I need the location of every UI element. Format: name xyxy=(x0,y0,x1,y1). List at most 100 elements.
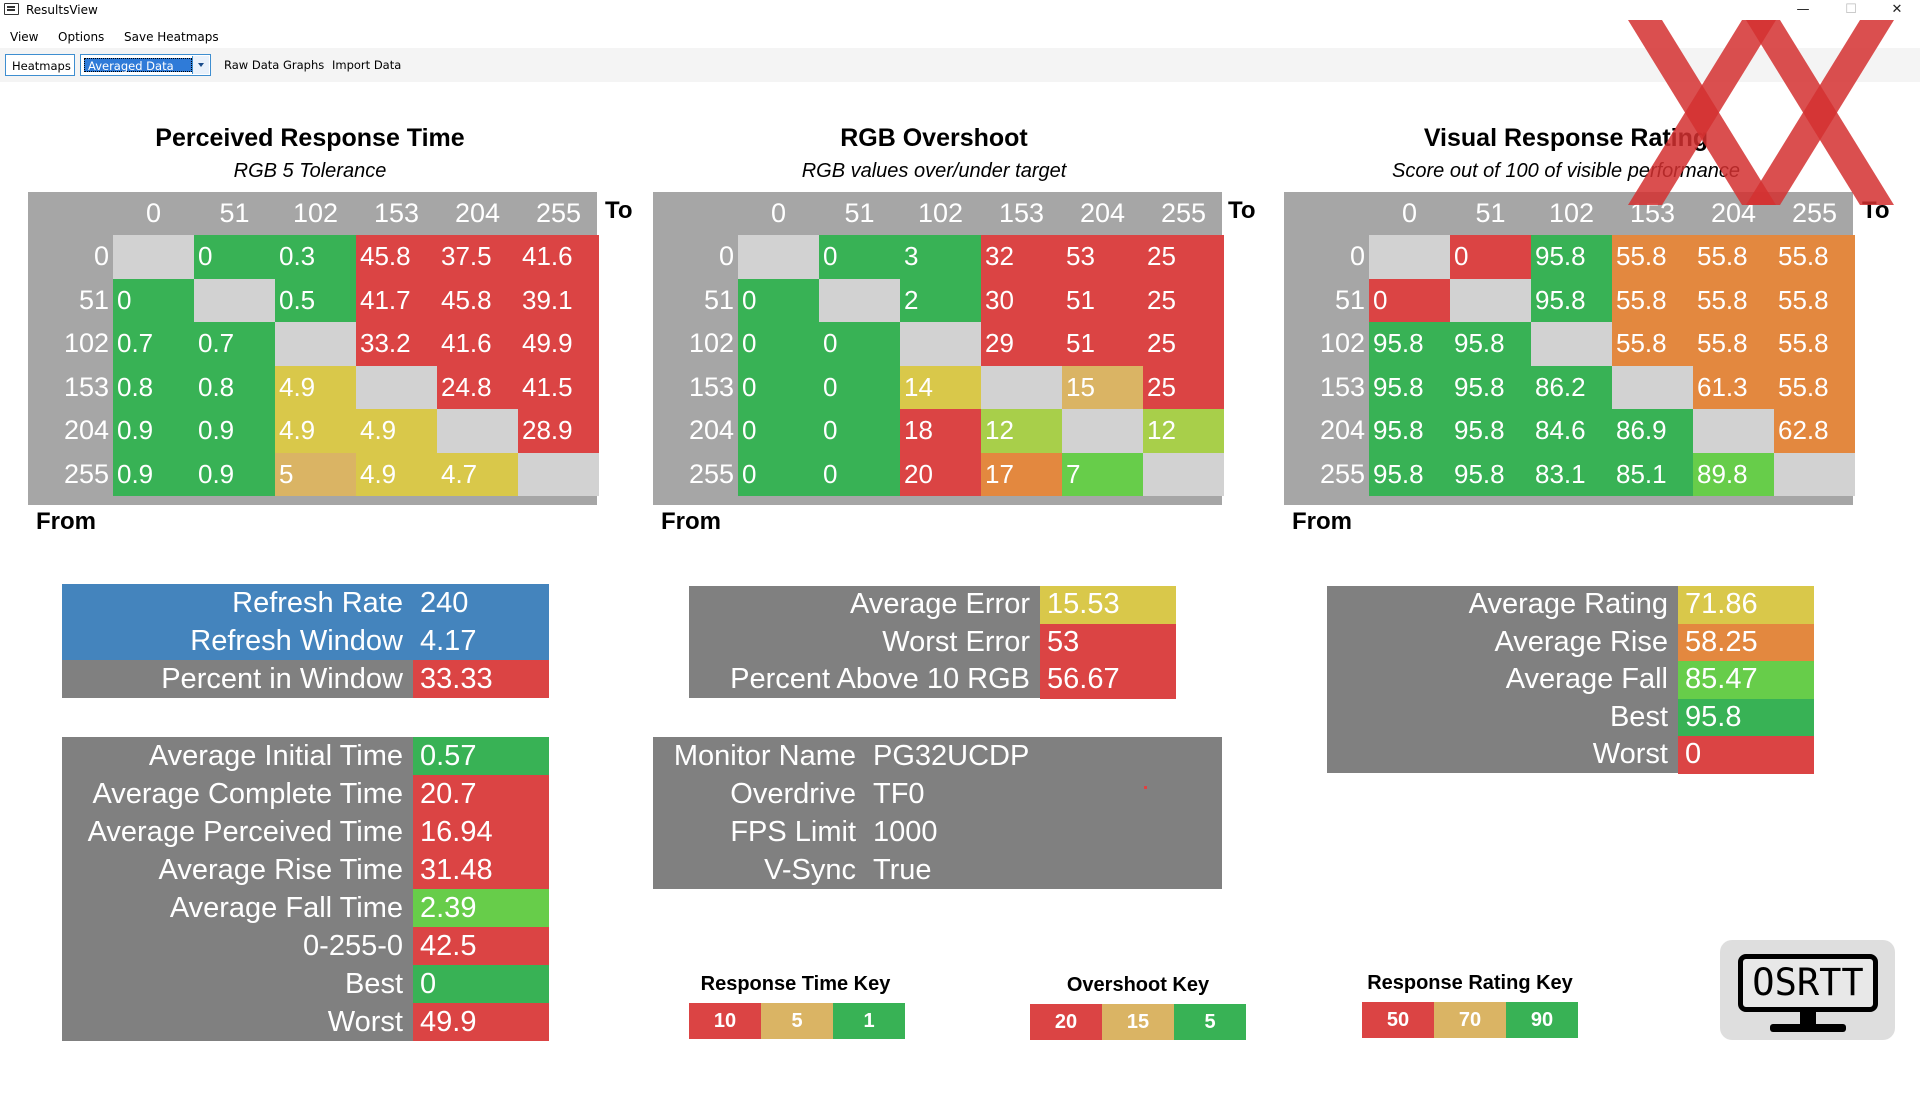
heatmap-cell: 55.8 xyxy=(1774,365,1855,409)
stat-value: 56.67 xyxy=(1040,661,1176,699)
menu-view[interactable]: View xyxy=(10,30,39,44)
stat-label: Average Fall xyxy=(1505,663,1668,695)
stat-label: Percent Above 10 RGB xyxy=(730,663,1030,695)
heatmap-cell: 28.9 xyxy=(518,409,599,453)
monitor-icon: OSRTT xyxy=(1738,954,1878,1012)
overshoot-key: 20 15 5 xyxy=(1030,1004,1246,1040)
stat-value: 15.53 xyxy=(1040,586,1176,624)
heatmap-cell: 4.9 xyxy=(356,409,437,453)
heatmap-cell: 0.5 xyxy=(275,278,356,322)
stat-value: 4.17 xyxy=(413,622,549,660)
stat-row: Refresh Rate 240 xyxy=(62,584,549,622)
column-header: 102 xyxy=(917,198,964,228)
stat-value: 53 xyxy=(1040,623,1176,661)
heatmap-cell: 4.9 xyxy=(356,452,437,496)
column-header: 0 xyxy=(770,198,787,228)
window-title: ResultsView xyxy=(26,3,98,17)
key-swatch: 10 xyxy=(689,1003,761,1039)
heatmap-cell xyxy=(1612,365,1693,409)
stat-value: 20.7 xyxy=(413,775,549,813)
heatmap-cell: 25 xyxy=(1143,235,1224,279)
stat-label: Refresh Window xyxy=(62,622,413,660)
stat-label: Refresh Rate xyxy=(62,584,413,622)
heatmap-cell: 29 xyxy=(981,322,1062,366)
key-swatch: 1 xyxy=(833,1003,905,1039)
marker-dot xyxy=(1144,786,1147,789)
menu-options[interactable]: Options xyxy=(58,30,105,44)
heatmap-cell: 39.1 xyxy=(518,278,599,322)
stat-label: Best xyxy=(344,968,403,1000)
tab-import-data[interactable]: Import Data xyxy=(332,58,402,72)
heatmap-cell: 95.8 xyxy=(1531,278,1612,322)
stat-value: 71.86 xyxy=(1678,586,1814,624)
heatmap-cell: 0 xyxy=(194,235,275,279)
column-header: 204 xyxy=(1079,198,1126,228)
key-swatch: 50 xyxy=(1362,1002,1434,1038)
stat-label: Average Perceived Time xyxy=(87,816,403,848)
tab-heatmaps[interactable]: Heatmaps xyxy=(5,54,75,76)
heatmap-subtitle: RGB 5 Tolerance xyxy=(233,160,387,182)
row-header: 0 xyxy=(718,241,734,271)
tab-raw-data-graphs[interactable]: Raw Data Graphs xyxy=(224,58,325,72)
column-header: 255 xyxy=(535,198,582,228)
monitor-info-panel: Monitor Name PG32UCDP Overdrive TF0 FPS Limi… xyxy=(653,737,1222,889)
column-header: 0 xyxy=(1401,198,1418,228)
chevron-down-icon[interactable] xyxy=(192,56,209,74)
heatmap-cell: 95.8 xyxy=(1369,452,1450,496)
stat-label: Average Rise xyxy=(1494,625,1668,658)
heatmap-cell: 30 xyxy=(981,278,1062,322)
stat-value: 58.25 xyxy=(1678,623,1814,661)
stat-value: TF0 xyxy=(873,778,925,810)
heatmap-cell: 25 xyxy=(1143,365,1224,409)
heatmap-cell: 3 xyxy=(900,235,981,279)
heatmap-cell xyxy=(1693,409,1774,453)
heatmap-cell: 55.8 xyxy=(1612,278,1693,322)
heatmap-cell: 86.9 xyxy=(1612,409,1693,453)
heatmap-cell: 0 xyxy=(1450,235,1531,279)
stat-value: True xyxy=(873,854,932,886)
heatmap-cell xyxy=(981,365,1062,409)
heatmap-cell: 95.8 xyxy=(1369,409,1450,453)
title-bar xyxy=(0,0,1920,22)
heatmap-cell: 7 xyxy=(1062,452,1143,496)
heatmap-cell: 41.7 xyxy=(356,278,437,322)
stat-row: Average Initial Time 0.57 xyxy=(62,737,549,775)
close-button[interactable]: ✕ xyxy=(1891,2,1903,17)
heatmap-cell: 0 xyxy=(113,278,194,322)
key-swatch: 70 xyxy=(1434,1002,1506,1038)
column-header: 51 xyxy=(844,198,875,228)
monitor-base-icon xyxy=(1770,1024,1846,1032)
stat-row: Refresh Window 4.17 xyxy=(62,622,549,660)
heatmap-cell: 51 xyxy=(1062,322,1143,366)
heatmap-cell: 4.9 xyxy=(275,365,356,409)
stat-row: Best 0 xyxy=(62,965,549,1003)
heatmap-cell: 84.6 xyxy=(1531,409,1612,453)
stat-row: Average Error 15.53 xyxy=(689,586,1176,624)
heatmap-cell: 62.8 xyxy=(1774,409,1855,453)
row-header: 255 xyxy=(63,458,109,489)
stat-value: 0 xyxy=(413,965,549,1003)
stat-row: Worst 49.9 xyxy=(62,1003,549,1041)
stat-value: 16.94 xyxy=(413,813,549,851)
maximize-button[interactable]: ☐ xyxy=(1845,2,1857,17)
heatmap-cell: 25 xyxy=(1143,278,1224,322)
heatmap-cell: 95.8 xyxy=(1369,365,1450,409)
stat-row: Monitor Name PG32UCDP xyxy=(653,737,1222,775)
minimize-button[interactable]: — xyxy=(1796,2,1810,17)
stat-value: PG32UCDP xyxy=(873,740,1030,772)
heatmap-cell: 55.8 xyxy=(1612,322,1693,366)
heatmap-cell: 89.8 xyxy=(1693,452,1774,496)
heatmap-cell: 0 xyxy=(819,409,900,453)
data-mode-dropdown[interactable]: Averaged Data xyxy=(80,54,211,76)
column-header: 255 xyxy=(1160,198,1207,228)
menu-save-heatmaps[interactable]: Save Heatmaps xyxy=(124,30,219,44)
key-title: Response Rating Key xyxy=(1367,972,1573,994)
heatmap-cell: 0 xyxy=(819,452,900,496)
heatmap-cell: 55.8 xyxy=(1774,322,1855,366)
heatmap-cell: 0.9 xyxy=(194,452,275,496)
heatmap-cell: 0 xyxy=(738,278,819,322)
row-header: 153 xyxy=(63,371,109,402)
heatmap-cell: 25 xyxy=(1143,322,1224,366)
row-header: 255 xyxy=(1319,458,1365,489)
stat-value: 85.47 xyxy=(1678,661,1814,699)
